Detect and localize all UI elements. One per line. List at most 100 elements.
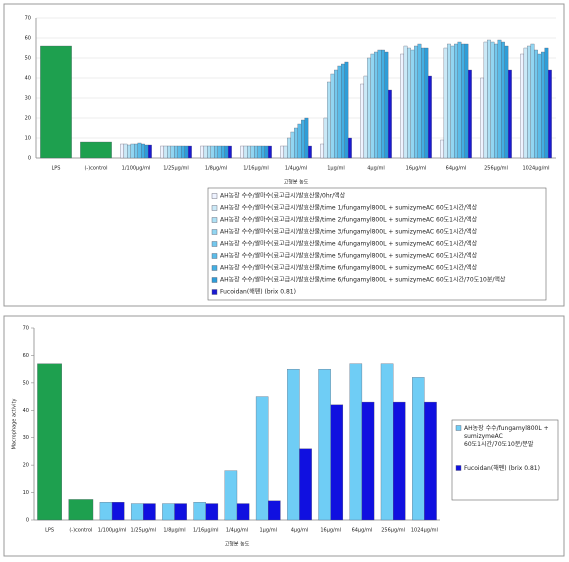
bar [527,45,531,159]
bar [130,503,144,521]
x-tick-label: 1/16μg/ml [193,528,219,534]
y-tick-label: 30 [23,435,29,441]
x-tick-label: LPS [45,528,54,534]
bar [294,127,298,159]
bar [287,368,300,521]
bar [344,61,349,159]
x-tick-label: (-)control [84,166,107,172]
bar [160,145,165,159]
bar [367,57,371,159]
bar [417,43,422,159]
bar [205,503,219,521]
legend-swatch [211,253,218,259]
bar [236,503,250,521]
y-tick-label: 0 [26,518,29,524]
y-tick-label: 20 [25,116,31,122]
bar [227,145,232,159]
bar [184,145,189,159]
x-tick-label: 1/25μg/ml [163,166,189,172]
bar [214,145,218,159]
x-axis-title: 고형분 농도 [284,179,309,186]
x-tick-label: 64μg/ml [352,528,373,534]
bar [504,45,509,159]
legend-swatch [211,289,218,295]
bar [283,145,288,159]
bar [280,145,285,159]
bar [301,119,305,159]
bar [447,43,451,159]
bar [80,141,112,159]
bar [111,502,125,521]
bar [541,51,545,159]
bar [167,145,171,159]
bar [361,401,375,521]
x-tick-label: 1/8μg/ml [205,166,227,172]
y-tick-label: 10 [25,136,31,142]
bar [243,145,248,159]
bar [181,145,185,159]
bar [224,145,229,159]
bar [99,502,113,521]
bar [261,145,265,159]
bar [304,117,309,159]
legend-label: Fucoidan(해펜) (brix 0.81) [220,288,296,296]
bar [162,503,175,521]
bar [450,45,455,159]
bar [240,145,245,159]
bar [299,448,312,521]
y-tick-label: 70 [23,326,29,332]
bar [443,47,448,159]
x-tick-label: 16μg/ml [406,166,427,172]
legend-label: AH농장 수수/쌀마수(료고급시)발효산물/time 6/fungamyl800… [220,276,506,284]
bar [363,75,368,159]
legend-label: AH농장 수수/쌀마수(료고급시)발효산물/time 5/fungamyl800… [220,252,478,260]
bar [370,53,375,159]
bar [424,401,437,521]
bar [497,39,502,159]
bar [480,77,485,159]
bar [490,41,495,159]
y-tick-label: 40 [25,76,31,82]
x-tick-label: LPS [52,166,61,172]
bar [123,143,128,159]
bar [130,143,135,159]
x-tick-label: 1/100μg/ml [122,166,151,172]
bar [147,144,152,159]
bar [40,45,72,159]
bar [507,69,512,159]
bar [400,53,405,159]
x-tick-label: 4μg/ml [367,166,384,172]
legend-box [207,187,547,301]
bar [255,396,269,521]
bar [387,89,392,159]
bar [320,143,325,159]
y-axis-title: Macrophage activity [12,399,18,450]
bar [141,143,145,159]
x-tick-label: 1μg/ml [327,166,344,172]
legend-label: AH농장 수수/쌀마수(료고급시)발효산물/time 1/fungamyl800… [220,204,478,212]
bar [217,145,222,159]
y-tick-label: 70 [25,16,31,22]
bar [534,49,538,159]
bar [170,145,175,159]
bar [467,69,472,159]
bar [547,69,552,159]
legend-label: AH농장 수수/fungamyl800L + sumizymeAC 60도1시간/7… [464,424,549,448]
x-tick-label: 1μg/ml [259,528,276,534]
x-tick-label: 1024μg/ml [411,528,438,534]
bar [323,117,328,159]
bar [134,143,138,159]
bar [464,43,469,159]
x-tick-label: 1024μg/ml [522,166,549,172]
bar [427,75,432,159]
bar [380,363,394,521]
x-tick-label: 256μg/ml [381,528,405,534]
y-tick-label: 30 [25,96,31,102]
bar [341,63,345,159]
bar [287,137,291,159]
bar [523,47,528,159]
legend-label: AH농장 수수/쌀마수(료고급시)발효산물/time 2/fungamyl800… [220,216,478,224]
bar [137,142,142,159]
x-tick-label: 1/8μg/ml [163,528,185,534]
